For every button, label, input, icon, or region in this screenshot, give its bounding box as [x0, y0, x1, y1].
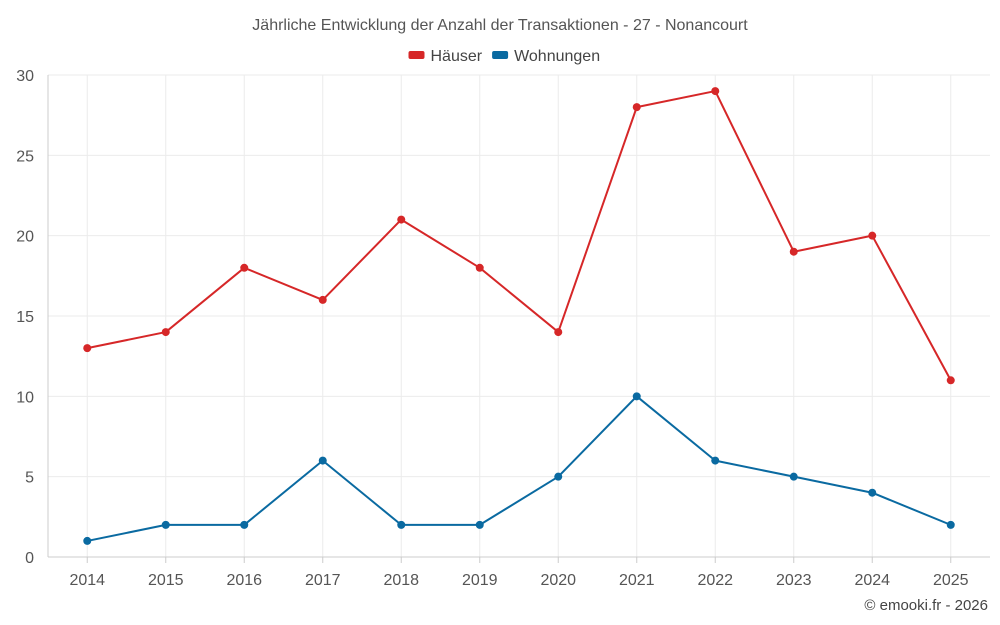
legend: Häuser Wohnungen [408, 48, 600, 65]
data-point-h-user[interactable] [711, 87, 720, 96]
x-tick-label: 2017 [305, 572, 341, 589]
data-point-h-user[interactable] [83, 344, 92, 353]
y-tick-label: 0 [25, 550, 34, 567]
data-point-h-user[interactable] [475, 263, 484, 272]
series-line-wohnungen [87, 395, 952, 542]
data-point-h-user[interactable] [240, 263, 249, 272]
x-tick-label: 2020 [540, 572, 576, 589]
data-point-wohnungen[interactable] [318, 456, 327, 465]
data-point-wohnungen[interactable] [554, 472, 563, 481]
grid [48, 74, 990, 557]
data-point-h-user[interactable] [868, 231, 877, 240]
y-tick-label: 20 [16, 229, 34, 246]
data-point-wohnungen[interactable] [397, 520, 406, 529]
data-point-h-user[interactable] [161, 328, 170, 337]
data-point-h-user[interactable] [632, 103, 641, 112]
x-tick-label: 2019 [462, 572, 498, 589]
legend-label: Häuser [431, 48, 483, 65]
legend-item-h-user[interactable]: Häuser [408, 48, 483, 65]
legend-swatch [408, 51, 425, 59]
data-point-h-user[interactable] [318, 295, 327, 304]
legend-item-wohnungen[interactable]: Wohnungen [492, 48, 600, 65]
data-point-wohnungen[interactable] [789, 472, 798, 481]
y-tick-label: 10 [16, 389, 34, 406]
credit-text: © emooki.fr - 2026 [864, 597, 988, 614]
y-tick-label: 5 [25, 470, 34, 487]
data-point-wohnungen[interactable] [946, 520, 955, 529]
x-tick-label: 2021 [619, 572, 655, 589]
x-tick-label: 2023 [776, 572, 812, 589]
data-point-wohnungen[interactable] [83, 536, 92, 545]
data-point-wohnungen[interactable] [632, 392, 641, 401]
x-tick-label: 2016 [226, 572, 262, 589]
chart-title: Jährliche Entwicklung der Anzahl der Tra… [252, 17, 748, 34]
data-point-wohnungen[interactable] [711, 456, 720, 465]
x-tick-label: 2018 [383, 572, 419, 589]
x-tick-label: 2014 [69, 572, 105, 589]
data-point-wohnungen[interactable] [161, 520, 170, 529]
data-point-wohnungen[interactable] [240, 520, 249, 529]
data-point-wohnungen[interactable] [868, 488, 877, 497]
x-tick-label: 2024 [854, 572, 890, 589]
y-tick-label: 25 [16, 148, 34, 165]
legend-swatch [492, 51, 509, 59]
x-tick-label: 2015 [148, 572, 184, 589]
data-point-h-user[interactable] [789, 247, 798, 256]
series-layer [83, 87, 955, 545]
x-tick-label: 2025 [933, 572, 969, 589]
x-tick-label: 2022 [697, 572, 733, 589]
data-point-h-user[interactable] [946, 376, 955, 385]
series-line-h-user [87, 90, 952, 381]
data-point-h-user[interactable] [554, 328, 563, 337]
data-point-h-user[interactable] [397, 215, 406, 224]
y-tick-label: 30 [16, 68, 34, 85]
y-tick-label: 15 [16, 309, 34, 326]
legend-label: Wohnungen [514, 48, 600, 65]
data-point-wohnungen[interactable] [475, 520, 484, 529]
